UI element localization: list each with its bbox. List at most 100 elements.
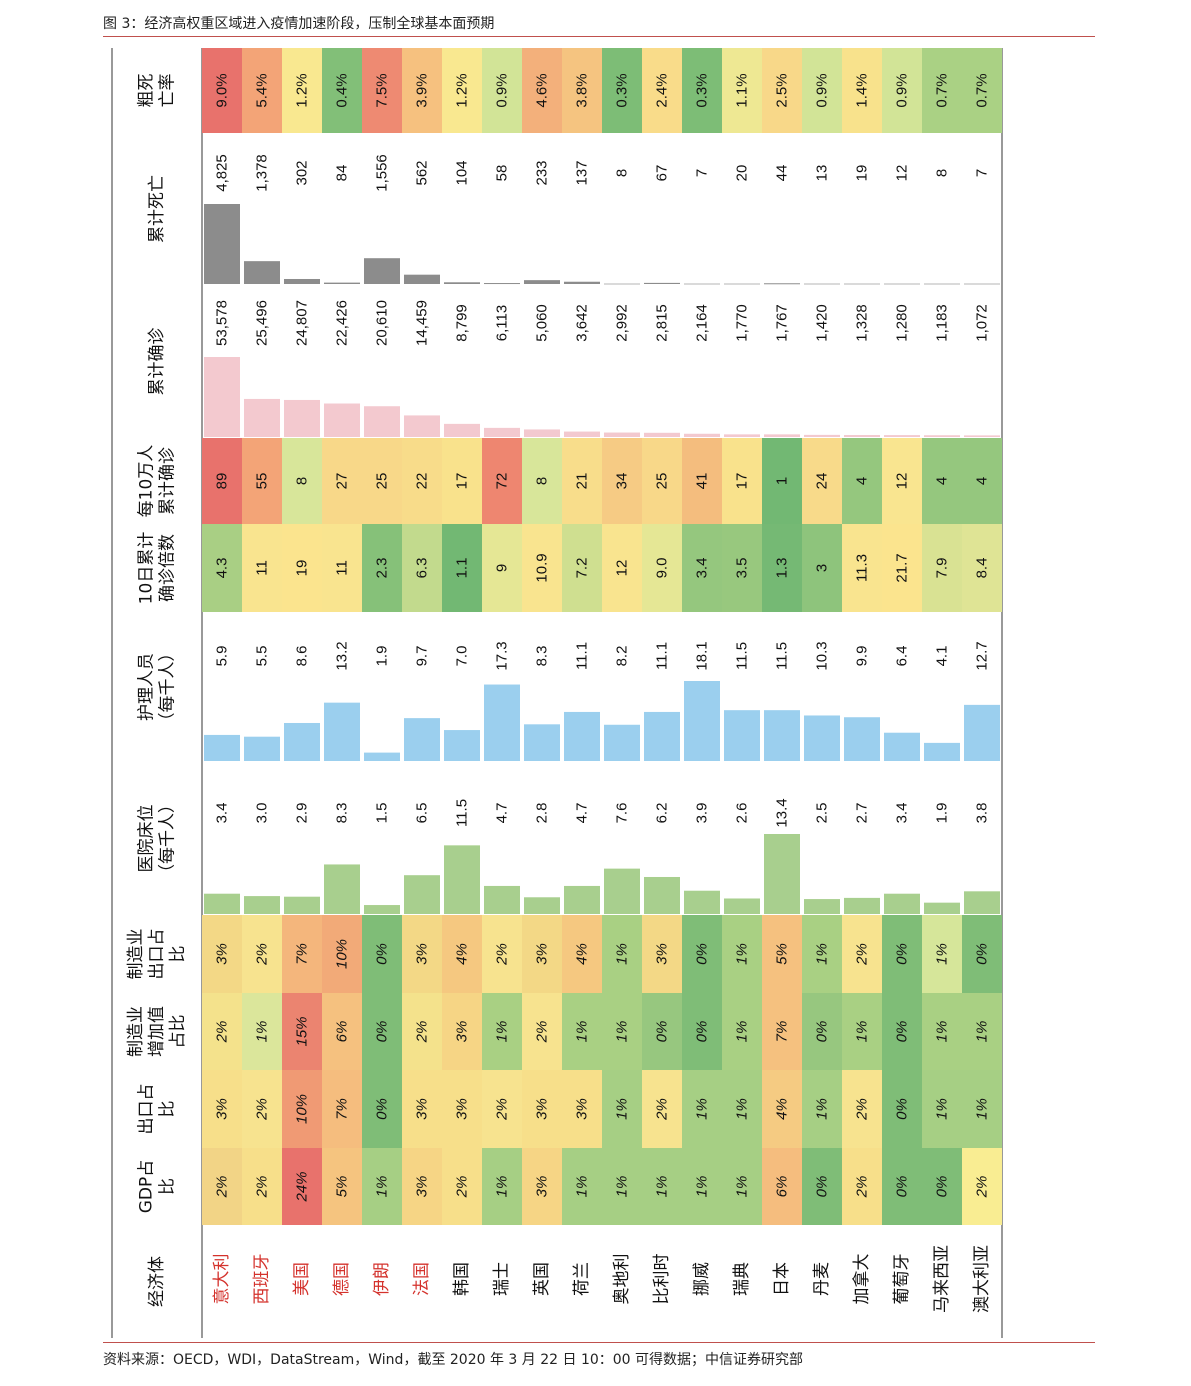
deaths-label: 7 (694, 169, 711, 177)
heat-cell-gdp_share (242, 1148, 282, 1225)
confirmed-bar (764, 434, 800, 437)
cell-value-mfg_export_share: 1% (614, 943, 631, 965)
heat-cell-gdp_share (282, 1148, 322, 1225)
heat-cell-per_100k (802, 438, 842, 524)
deaths-label: 67 (654, 165, 671, 182)
nurses-label: 6.4 (894, 646, 911, 667)
confirmed-label: 8,799 (454, 304, 471, 342)
heat-cell-gdp_share (922, 1148, 962, 1225)
heat-cell-gdp_share (402, 1148, 442, 1225)
column-header-nurses: （每千人） (158, 645, 178, 730)
cell-value-cfr: 0.9% (894, 73, 911, 107)
column-header-mfg_va_share: 制造业 (126, 1006, 146, 1057)
heat-cell-export_share (602, 1070, 642, 1148)
column-header-ten_day_multiple: 10日累计 (137, 532, 157, 605)
beds-bar (644, 876, 680, 914)
nurses-bar (684, 681, 720, 761)
heat-cell-export_share (682, 1070, 722, 1148)
cell-value-mfg_export_share: 3% (414, 943, 431, 965)
cell-value-export_share: 1% (614, 1098, 631, 1120)
heat-cell-mfg_export_share (922, 915, 962, 993)
cell-value-gdp_share: 1% (694, 1176, 711, 1198)
cell-value-export_share: 1% (694, 1098, 711, 1120)
cell-value-mfg_export_share: 1% (734, 943, 751, 965)
cell-value-gdp_share: 1% (734, 1176, 751, 1198)
heat-cell-ten_day_multiple (562, 524, 602, 612)
heat-cell-cfr (722, 48, 762, 133)
nurses-bar (484, 684, 520, 761)
heat-cell-gdp_share (682, 1148, 722, 1225)
heat-cell-mfg_export_share (842, 915, 882, 993)
cell-value-mfg_va_share: 6% (334, 1021, 351, 1043)
heat-cell-gdp_share (642, 1148, 682, 1225)
beds-bar (484, 885, 520, 914)
deaths-bar (764, 283, 800, 285)
heat-cell-gdp_share (442, 1148, 482, 1225)
cell-value-mfg_export_share: 0% (374, 943, 391, 965)
cell-value-gdp_share: 2% (254, 1176, 271, 1199)
beds-label: 11.5 (454, 799, 471, 827)
economy-name: 瑞士 (492, 1262, 512, 1296)
beds-label: 8.3 (334, 803, 351, 824)
confirmed-label: 25,496 (254, 300, 271, 346)
heat-cell-ten_day_multiple (402, 524, 442, 612)
confirmed-label: 1,280 (894, 304, 911, 342)
nurses-bar (604, 724, 640, 761)
cell-value-mfg_va_share: 15% (294, 1016, 311, 1046)
deaths-label: 137 (574, 160, 591, 185)
nurses-label: 12.7 (974, 641, 991, 670)
deaths-bar (364, 258, 400, 284)
deaths-label: 8 (614, 169, 631, 177)
cell-value-export_share: 3% (574, 1098, 591, 1120)
confirmed-bar (444, 423, 480, 437)
heat-cell-mfg_export_share (802, 915, 842, 993)
beds-label: 3.9 (694, 803, 711, 824)
heat-cell-ten_day_multiple (322, 524, 362, 612)
heat-cell-ten_day_multiple (802, 524, 842, 612)
beds-label: 6.5 (414, 803, 431, 824)
heat-cell-mfg_va_share (522, 993, 562, 1070)
cell-value-ten_day_multiple: 21.7 (894, 553, 911, 582)
heat-cell-mfg_va_share (562, 993, 602, 1070)
confirmed-bar (524, 429, 560, 437)
confirmed-bar (684, 433, 720, 437)
heat-cell-mfg_export_share (402, 915, 442, 993)
cell-value-mfg_export_share: 1% (814, 943, 831, 965)
cell-value-export_share: 0% (894, 1098, 911, 1120)
cell-value-mfg_export_share: 2% (254, 943, 271, 966)
deaths-bar (484, 283, 520, 285)
heat-cell-export_share (282, 1070, 322, 1148)
cell-value-export_share: 1% (974, 1098, 991, 1120)
source-note: 资料来源：OECD，WDI，DataStream，Wind，截至 2020 年 … (103, 1352, 804, 1368)
cell-value-cfr: 0.3% (614, 73, 631, 107)
economy-name: 比利时 (652, 1254, 672, 1305)
cell-value-mfg_va_share: 1% (614, 1021, 631, 1043)
cell-value-export_share: 2% (854, 1098, 871, 1121)
beds-bar (804, 899, 840, 914)
beds-label: 3.4 (214, 803, 231, 824)
heat-cell-mfg_va_share (962, 993, 1002, 1070)
nurses-label: 8.6 (294, 646, 311, 667)
heat-cell-mfg_export_share (442, 915, 482, 993)
confirmed-bar (804, 434, 840, 437)
cell-value-per_100k: 34 (614, 473, 631, 490)
heat-cell-gdp_share (322, 1148, 362, 1225)
cell-value-ten_day_multiple: 7.2 (574, 558, 591, 579)
column-header-mfg_va_share: 增加值 (147, 1006, 167, 1057)
nurses-bar (884, 732, 920, 761)
economy-name: 法国 (412, 1262, 432, 1296)
confirmed-label: 1,767 (774, 304, 791, 342)
heat-cell-mfg_va_share (362, 993, 402, 1070)
cell-value-mfg_va_share: 7% (774, 1021, 791, 1043)
heat-cell-ten_day_multiple (202, 524, 242, 612)
column-header-mfg_export_share: 出口占 (147, 929, 167, 980)
economy-name: 荷兰 (572, 1262, 592, 1296)
cell-value-per_100k: 12 (894, 473, 911, 490)
deaths-label: 562 (414, 160, 431, 185)
economy-name: 丹麦 (812, 1262, 832, 1296)
heat-cell-ten_day_multiple (482, 524, 522, 612)
heat-cell-cfr (242, 48, 282, 133)
heat-cell-export_share (722, 1070, 762, 1148)
cell-value-cfr: 0.7% (974, 73, 991, 107)
heat-cell-gdp_share (602, 1148, 642, 1225)
